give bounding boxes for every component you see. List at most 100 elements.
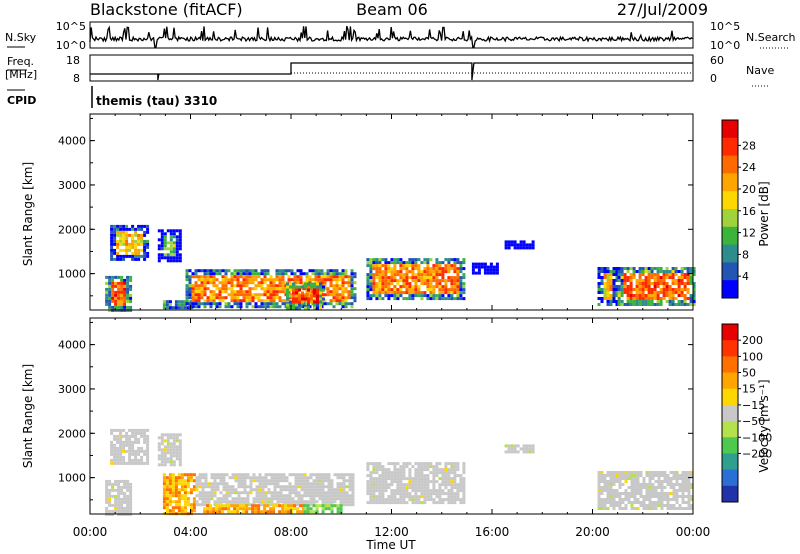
data-cell [417, 294, 421, 298]
data-cell [366, 501, 370, 505]
data-cell [113, 230, 117, 234]
data-cell [600, 282, 604, 285]
data-cell [692, 282, 696, 285]
data-cell [122, 461, 126, 465]
data-cell [185, 302, 189, 306]
data-cell [172, 451, 176, 455]
data-cell [264, 476, 268, 480]
data-cell [635, 291, 639, 294]
data-cell [369, 258, 373, 262]
data-cell [686, 288, 690, 291]
data-cell [295, 303, 298, 307]
data-cell [273, 479, 277, 483]
data-cell [143, 245, 147, 249]
data-cell [348, 485, 352, 489]
data-cell [369, 276, 373, 280]
data-cell [285, 476, 289, 480]
data-cell [462, 285, 466, 289]
data-cell [123, 497, 127, 501]
colorbar-segment [722, 191, 738, 210]
data-cell [609, 474, 613, 477]
data-cell [306, 494, 310, 498]
data-cell [174, 476, 178, 480]
data-cell [674, 303, 678, 306]
data-cell [426, 285, 430, 289]
data-cell [669, 477, 673, 480]
data-cell [216, 482, 220, 486]
data-cell [684, 480, 688, 483]
data-cell [216, 476, 220, 480]
data-cell [408, 474, 412, 478]
data-cell [435, 480, 439, 484]
data-cell [339, 504, 343, 508]
data-cell [177, 476, 181, 480]
data-cell [215, 284, 219, 288]
data-cell [633, 495, 637, 498]
data-cell [316, 303, 319, 307]
data-cell [105, 281, 109, 285]
data-cell [224, 272, 228, 276]
data-cell [630, 471, 634, 474]
data-cell [177, 482, 181, 486]
data-cell [393, 264, 397, 268]
data-cell [657, 477, 661, 480]
data-cell [372, 483, 376, 487]
data-cell [375, 267, 379, 271]
data-cell [267, 482, 271, 486]
data-cell [447, 477, 451, 481]
data-cell [266, 269, 270, 273]
data-cell [399, 474, 403, 478]
data-cell [344, 281, 348, 285]
data-cell [261, 503, 265, 507]
data-cell [162, 300, 166, 304]
data-cell [629, 285, 633, 288]
data-cell [647, 297, 651, 300]
data-cell [114, 494, 118, 498]
data-cell [297, 500, 301, 504]
data-cell [606, 303, 610, 306]
data-cell [633, 474, 637, 477]
data-cell [338, 275, 342, 279]
data-cell [134, 458, 138, 462]
data-cell [650, 291, 654, 294]
data-cell [650, 267, 654, 270]
data-cell [117, 488, 121, 492]
data-cell [242, 275, 246, 279]
data-cell [162, 500, 166, 504]
data-cell [242, 272, 246, 276]
data-cell [160, 247, 164, 251]
data-cell [169, 451, 173, 455]
data-cell [178, 463, 182, 467]
data-cell [641, 285, 645, 288]
data-cell [200, 281, 204, 285]
data-cell [453, 261, 457, 265]
data-cell [318, 476, 322, 480]
data-cell [393, 501, 397, 505]
data-cell [441, 477, 445, 481]
data-cell [221, 287, 225, 291]
data-cell [245, 284, 249, 288]
data-cell [450, 258, 454, 262]
ytick-label: 2000 [58, 427, 86, 440]
data-cell [210, 476, 214, 480]
data-cell [180, 303, 184, 307]
data-cell [366, 285, 370, 289]
data-cell [278, 275, 282, 279]
data-cell [417, 285, 421, 289]
data-cell [597, 267, 601, 270]
data-cell [188, 290, 192, 294]
data-cell [330, 497, 334, 501]
data-cell [117, 503, 121, 507]
data-cell [387, 477, 391, 481]
data-cell [323, 293, 327, 297]
data-cell [528, 447, 532, 451]
data-cell [453, 495, 457, 499]
data-cell [242, 278, 246, 282]
data-cell [341, 272, 345, 276]
data-cell [185, 293, 189, 297]
data-cell [163, 235, 167, 239]
data-cell [197, 284, 201, 288]
data-cell [303, 485, 307, 489]
data-cell [318, 482, 322, 486]
data-cell [609, 270, 613, 273]
